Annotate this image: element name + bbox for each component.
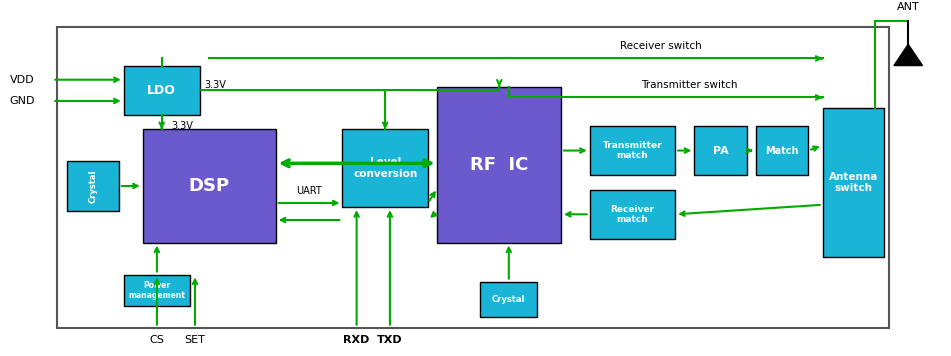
Text: Crystal: Crystal [88,169,97,203]
Text: UART: UART [296,186,322,196]
FancyBboxPatch shape [694,126,747,176]
Text: Power
management: Power management [128,281,185,300]
Text: DSP: DSP [188,177,230,195]
Text: LDO: LDO [147,84,176,97]
Text: 3.3V: 3.3V [204,80,226,90]
Polygon shape [894,44,922,66]
Text: 3.3V: 3.3V [171,121,193,131]
Text: GND: GND [10,96,35,106]
Text: CS: CS [149,335,165,345]
Text: Match: Match [766,146,799,156]
FancyBboxPatch shape [590,189,675,239]
Text: Receiver
match: Receiver match [611,205,654,224]
FancyBboxPatch shape [590,126,675,176]
Text: Transmitter
match: Transmitter match [603,141,662,160]
Text: Level
conversion: Level conversion [353,157,417,179]
Text: TXD: TXD [378,335,402,345]
Text: RF  IC: RF IC [470,156,529,174]
Text: PA: PA [712,146,728,156]
FancyBboxPatch shape [480,282,537,317]
Text: ANT: ANT [897,2,920,12]
FancyBboxPatch shape [342,129,428,207]
Text: SET: SET [184,335,205,345]
FancyBboxPatch shape [57,27,889,328]
Text: Transmitter switch: Transmitter switch [641,80,738,90]
Text: Receiver switch: Receiver switch [620,41,702,51]
FancyBboxPatch shape [823,108,884,257]
FancyBboxPatch shape [67,161,119,211]
FancyBboxPatch shape [124,274,190,307]
Text: VDD: VDD [10,75,34,85]
FancyBboxPatch shape [124,66,200,115]
Text: Crystal: Crystal [492,295,526,304]
FancyBboxPatch shape [437,87,561,243]
Text: Antenna
switch: Antenna switch [829,172,878,193]
FancyBboxPatch shape [756,126,808,176]
Text: RXD: RXD [343,335,370,345]
FancyBboxPatch shape [143,129,276,243]
